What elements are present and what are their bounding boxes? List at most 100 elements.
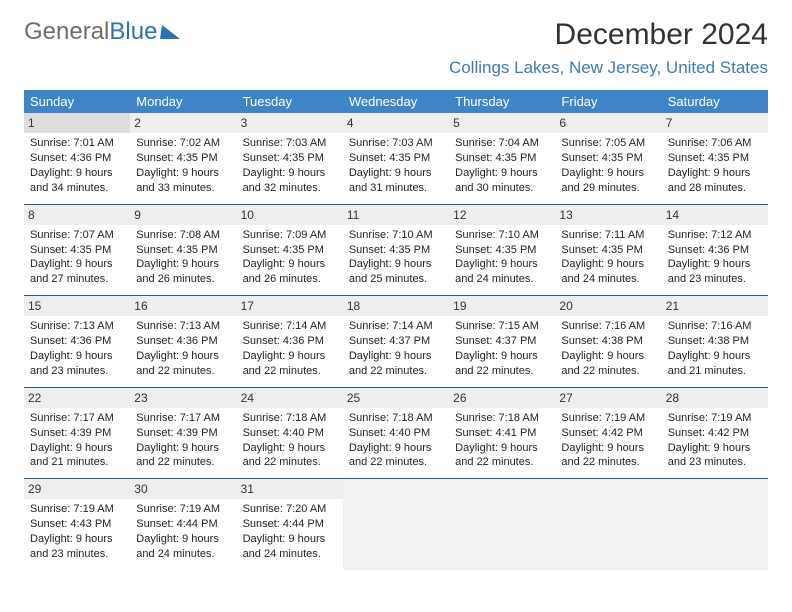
sunrise-line: Sunrise: 7:09 AM — [243, 228, 337, 243]
sunset-line: Sunset: 4:38 PM — [561, 334, 655, 349]
sunrise-line: Sunrise: 7:18 AM — [455, 411, 549, 426]
daylight-line-1: Daylight: 9 hours — [349, 441, 443, 456]
calendar-cell: 16Sunrise: 7:13 AMSunset: 4:36 PMDayligh… — [130, 296, 236, 387]
day-number: 13 — [555, 205, 661, 225]
sunset-line: Sunset: 4:36 PM — [136, 334, 230, 349]
sunrise-line: Sunrise: 7:03 AM — [243, 136, 337, 151]
daylight-line-1: Daylight: 9 hours — [136, 349, 230, 364]
day-header-cell: Friday — [555, 90, 661, 113]
daylight-line-2: and 22 minutes. — [136, 455, 230, 470]
day-number: 28 — [662, 388, 768, 408]
calendar-cell: 27Sunrise: 7:19 AMSunset: 4:42 PMDayligh… — [555, 388, 661, 479]
daylight-line-2: and 24 minutes. — [561, 272, 655, 287]
day-number: 3 — [237, 113, 343, 133]
sunset-line: Sunset: 4:35 PM — [455, 243, 549, 258]
daylight-line-1: Daylight: 9 hours — [243, 257, 337, 272]
sunset-line: Sunset: 4:41 PM — [455, 426, 549, 441]
daylight-line-2: and 22 minutes. — [243, 364, 337, 379]
daylight-line-1: Daylight: 9 hours — [349, 349, 443, 364]
sunset-line: Sunset: 4:42 PM — [561, 426, 655, 441]
day-number: 23 — [130, 388, 236, 408]
sunrise-line: Sunrise: 7:10 AM — [455, 228, 549, 243]
daylight-line-2: and 29 minutes. — [561, 181, 655, 196]
daylight-line-1: Daylight: 9 hours — [30, 166, 124, 181]
day-header-cell: Wednesday — [343, 90, 449, 113]
calendar-cell: 5Sunrise: 7:04 AMSunset: 4:35 PMDaylight… — [449, 113, 555, 204]
daylight-line-2: and 33 minutes. — [136, 181, 230, 196]
daylight-line-2: and 23 minutes. — [30, 547, 124, 562]
calendar-cell: 10Sunrise: 7:09 AMSunset: 4:35 PMDayligh… — [237, 205, 343, 296]
sunrise-line: Sunrise: 7:17 AM — [30, 411, 124, 426]
daylight-line-2: and 24 minutes. — [243, 547, 337, 562]
daylight-line-1: Daylight: 9 hours — [243, 166, 337, 181]
title-block: December 2024 Collings Lakes, New Jersey… — [449, 18, 768, 78]
sunrise-line: Sunrise: 7:17 AM — [136, 411, 230, 426]
daylight-line-2: and 26 minutes. — [243, 272, 337, 287]
sunset-line: Sunset: 4:35 PM — [561, 243, 655, 258]
calendar-cell: 18Sunrise: 7:14 AMSunset: 4:37 PMDayligh… — [343, 296, 449, 387]
daylight-line-1: Daylight: 9 hours — [455, 166, 549, 181]
calendar-cell: 3Sunrise: 7:03 AMSunset: 4:35 PMDaylight… — [237, 113, 343, 204]
sunrise-line: Sunrise: 7:02 AM — [136, 136, 230, 151]
calendar-cell: 8Sunrise: 7:07 AMSunset: 4:35 PMDaylight… — [24, 205, 130, 296]
daylight-line-2: and 22 minutes. — [243, 455, 337, 470]
sunrise-line: Sunrise: 7:19 AM — [561, 411, 655, 426]
daylight-line-1: Daylight: 9 hours — [136, 532, 230, 547]
daylight-line-1: Daylight: 9 hours — [30, 349, 124, 364]
day-header-cell: Sunday — [24, 90, 130, 113]
sunrise-line: Sunrise: 7:11 AM — [561, 228, 655, 243]
day-header-cell: Tuesday — [237, 90, 343, 113]
sunset-line: Sunset: 4:39 PM — [30, 426, 124, 441]
day-number: 9 — [130, 205, 236, 225]
sunset-line: Sunset: 4:36 PM — [30, 334, 124, 349]
daylight-line-1: Daylight: 9 hours — [349, 166, 443, 181]
sunrise-line: Sunrise: 7:16 AM — [561, 319, 655, 334]
daylight-line-1: Daylight: 9 hours — [455, 441, 549, 456]
sunrise-line: Sunrise: 7:14 AM — [349, 319, 443, 334]
sunset-line: Sunset: 4:35 PM — [136, 243, 230, 258]
calendar-cell: 9Sunrise: 7:08 AMSunset: 4:35 PMDaylight… — [130, 205, 236, 296]
calendar-cell: 30Sunrise: 7:19 AMSunset: 4:44 PMDayligh… — [130, 479, 236, 570]
sunrise-line: Sunrise: 7:05 AM — [561, 136, 655, 151]
calendar-cell: 28Sunrise: 7:19 AMSunset: 4:42 PMDayligh… — [662, 388, 768, 479]
sunset-line: Sunset: 4:44 PM — [136, 517, 230, 532]
day-number: 22 — [24, 388, 130, 408]
daylight-line-1: Daylight: 9 hours — [349, 257, 443, 272]
daylight-line-1: Daylight: 9 hours — [561, 441, 655, 456]
day-header-cell: Monday — [130, 90, 236, 113]
daylight-line-1: Daylight: 9 hours — [668, 349, 762, 364]
day-number: 1 — [24, 113, 130, 133]
calendar-cell: 6Sunrise: 7:05 AMSunset: 4:35 PMDaylight… — [555, 113, 661, 204]
daylight-line-1: Daylight: 9 hours — [243, 441, 337, 456]
sunset-line: Sunset: 4:40 PM — [349, 426, 443, 441]
calendar-cell: 23Sunrise: 7:17 AMSunset: 4:39 PMDayligh… — [130, 388, 236, 479]
day-number: 14 — [662, 205, 768, 225]
daylight-line-2: and 31 minutes. — [349, 181, 443, 196]
day-number: 7 — [662, 113, 768, 133]
day-number: 5 — [449, 113, 555, 133]
sunrise-line: Sunrise: 7:03 AM — [349, 136, 443, 151]
daylight-line-1: Daylight: 9 hours — [243, 349, 337, 364]
sunset-line: Sunset: 4:36 PM — [668, 243, 762, 258]
day-header-cell: Thursday — [449, 90, 555, 113]
daylight-line-1: Daylight: 9 hours — [243, 532, 337, 547]
page-header: GeneralBlue December 2024 Collings Lakes… — [24, 18, 768, 78]
calendar-cell-blank — [662, 479, 768, 570]
sunset-line: Sunset: 4:43 PM — [30, 517, 124, 532]
daylight-line-1: Daylight: 9 hours — [668, 441, 762, 456]
daylight-line-2: and 21 minutes. — [30, 455, 124, 470]
day-number: 8 — [24, 205, 130, 225]
sunset-line: Sunset: 4:37 PM — [349, 334, 443, 349]
sunset-line: Sunset: 4:42 PM — [668, 426, 762, 441]
logo-text-1: General — [24, 18, 109, 46]
daylight-line-2: and 22 minutes. — [561, 455, 655, 470]
sunrise-line: Sunrise: 7:12 AM — [668, 228, 762, 243]
calendar: SundayMondayTuesdayWednesdayThursdayFrid… — [24, 90, 768, 570]
day-header-row: SundayMondayTuesdayWednesdayThursdayFrid… — [24, 90, 768, 113]
calendar-cell: 13Sunrise: 7:11 AMSunset: 4:35 PMDayligh… — [555, 205, 661, 296]
sunrise-line: Sunrise: 7:13 AM — [136, 319, 230, 334]
sunrise-line: Sunrise: 7:19 AM — [136, 502, 230, 517]
sunrise-line: Sunrise: 7:15 AM — [455, 319, 549, 334]
calendar-cell: 26Sunrise: 7:18 AMSunset: 4:41 PMDayligh… — [449, 388, 555, 479]
daylight-line-2: and 21 minutes. — [668, 364, 762, 379]
